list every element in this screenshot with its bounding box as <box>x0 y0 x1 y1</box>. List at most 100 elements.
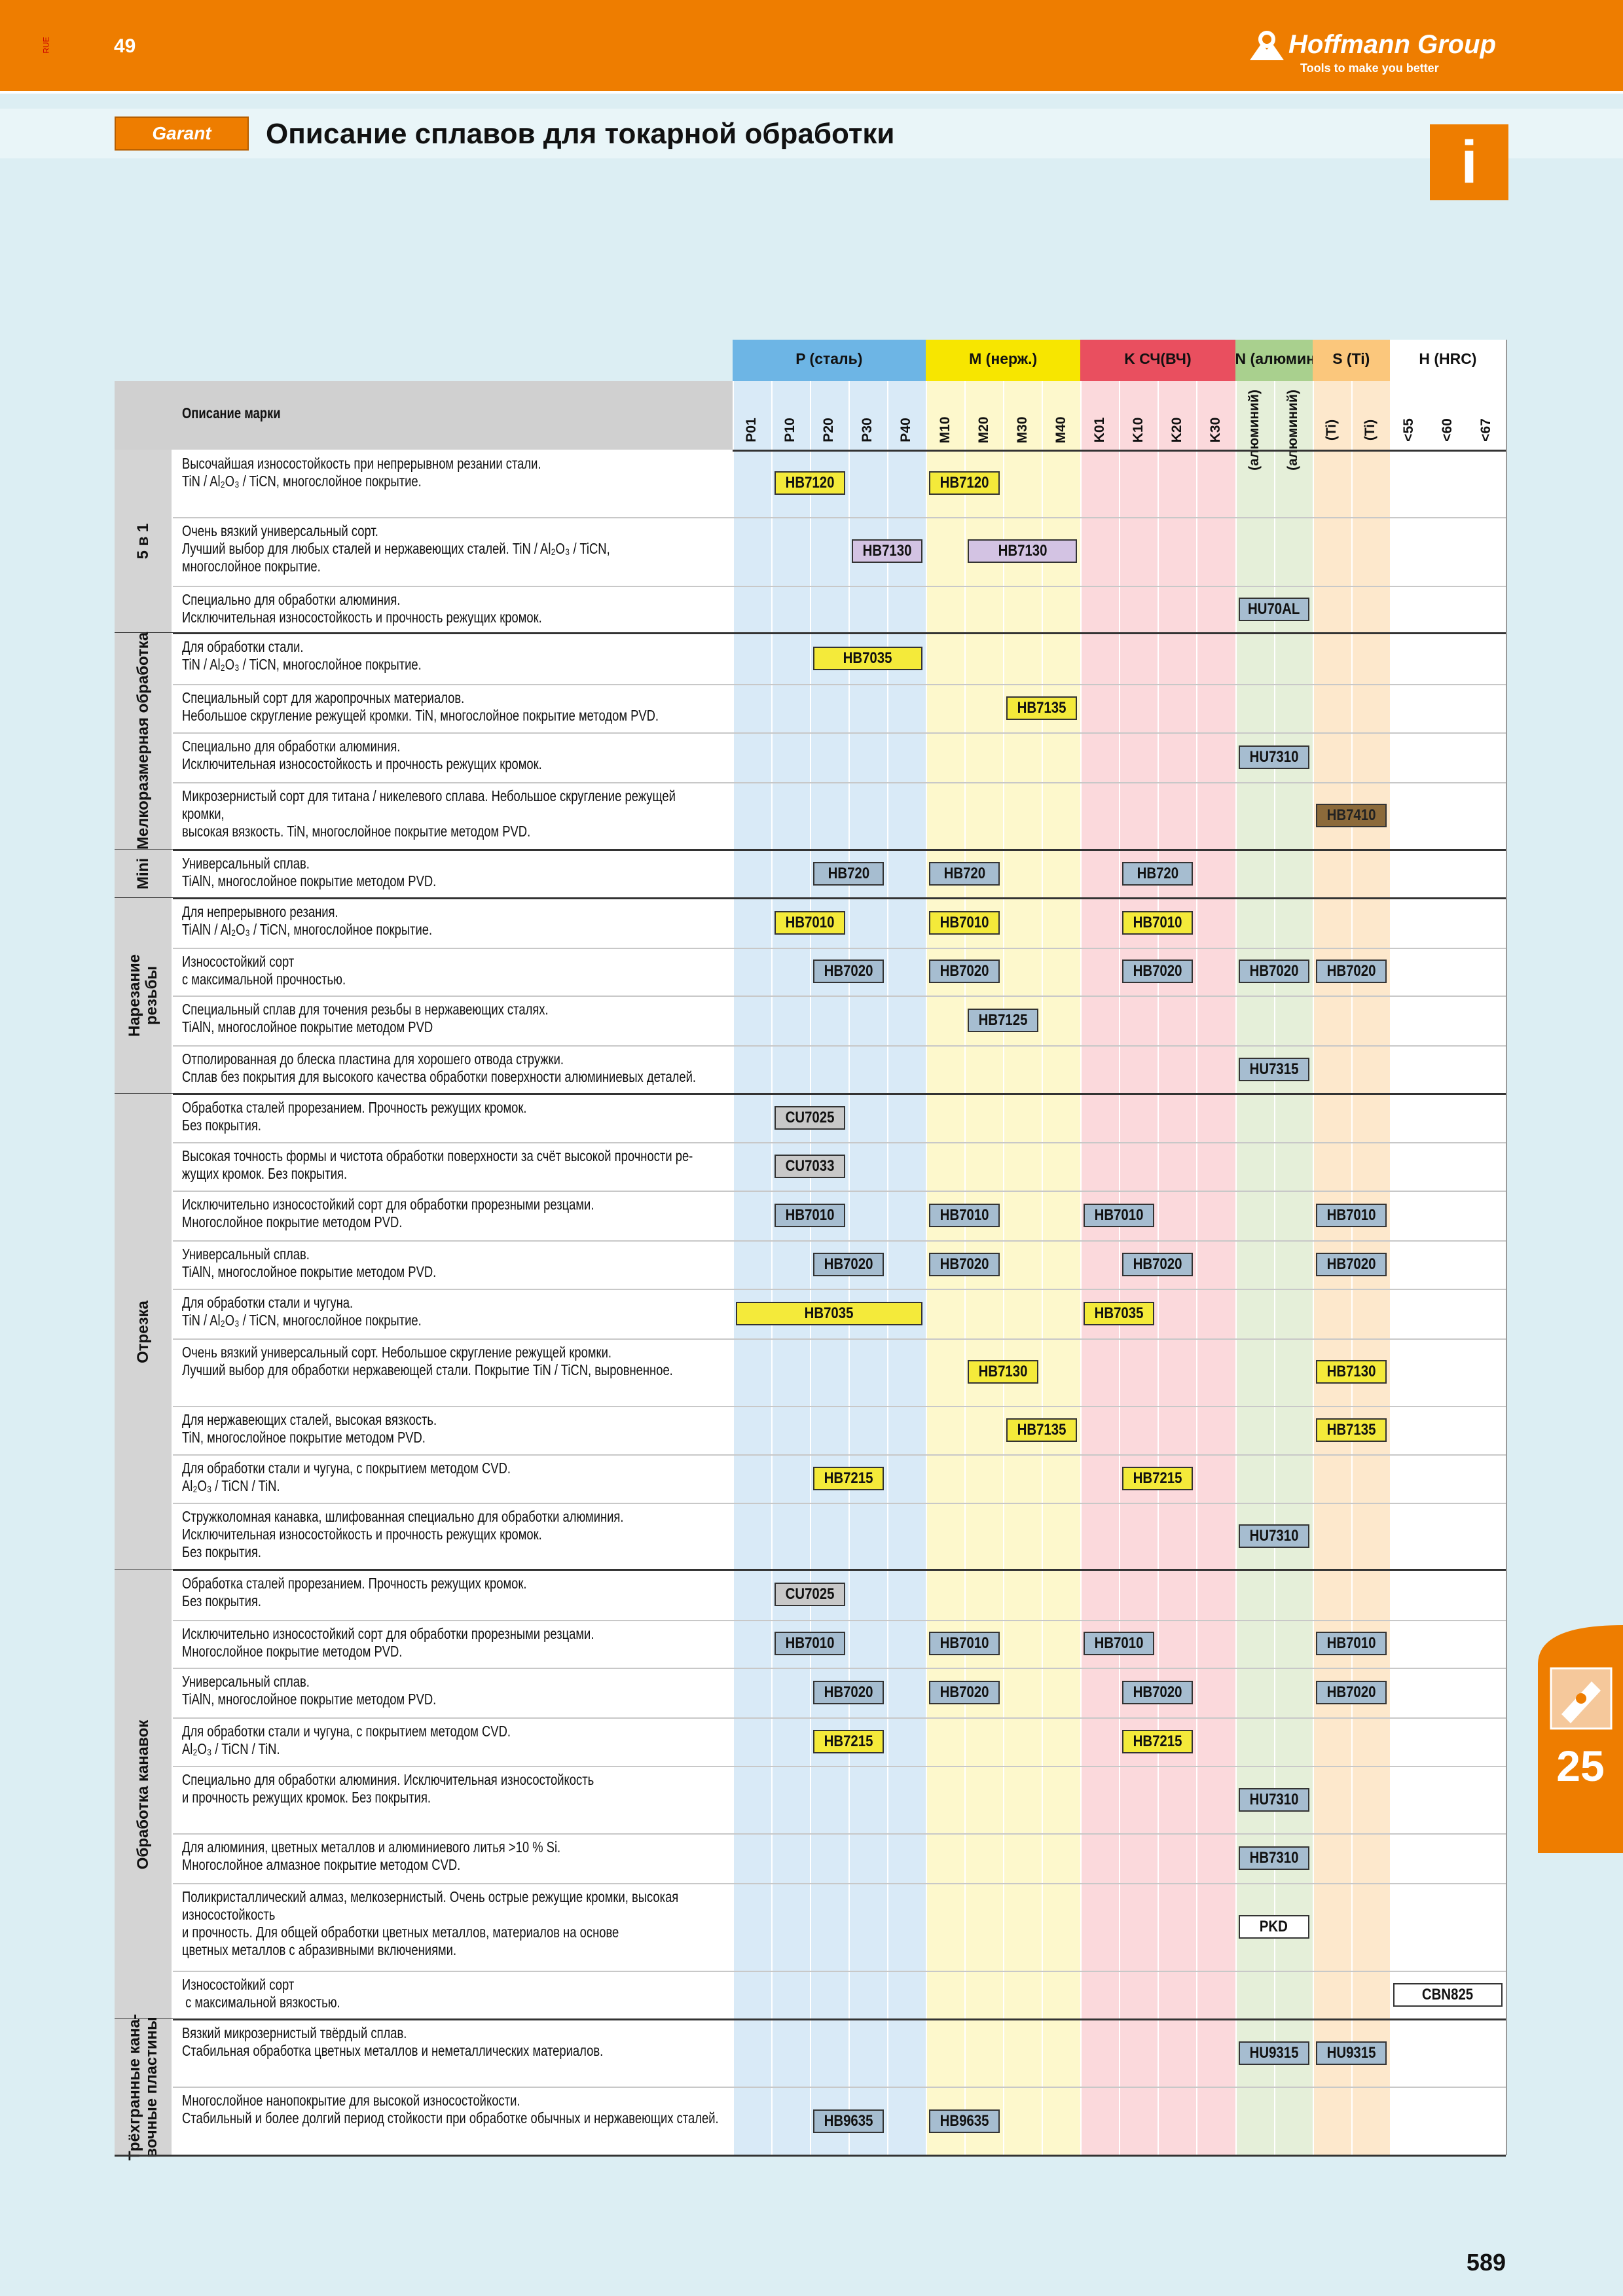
grade-badge: HB7020 <box>1315 1681 1387 1705</box>
grade-badge: HB7215 <box>1122 1730 1194 1754</box>
column-label: K20 <box>1169 417 1184 443</box>
grade-badge: HB7020 <box>812 1681 884 1705</box>
grade-badge: HU7310 <box>1238 1787 1309 1812</box>
column-label: <60 <box>1440 418 1455 442</box>
section-rule <box>114 632 1506 634</box>
grade-label: HB7130 <box>862 542 912 560</box>
row-divider <box>173 585 1506 587</box>
column-divider <box>1119 380 1121 2156</box>
grade-label: CU7025 <box>785 1109 835 1127</box>
column-group-head <box>1080 340 1235 381</box>
row-description: Износостойкий сорт с максимальной вязкос… <box>182 1976 340 2011</box>
grade-badge: HB7135 <box>1006 1418 1078 1442</box>
section-label: Mini <box>134 857 153 889</box>
grade-badge: HB720 <box>929 861 1000 886</box>
grade-label: HB7010 <box>1326 1634 1376 1653</box>
grade-label: HB9635 <box>824 2111 873 2130</box>
grade-label: HB720 <box>828 864 869 882</box>
row-divider <box>173 1045 1506 1047</box>
column-label: P40 <box>898 418 914 442</box>
column-label: K30 <box>1208 417 1223 443</box>
grade-label: HU9315 <box>1326 2043 1376 2062</box>
grade-label: HB7130 <box>978 1363 1028 1381</box>
grade-badge: CU7025 <box>774 1106 845 1130</box>
column-group-head <box>1235 340 1313 381</box>
row-divider <box>173 1668 1506 1670</box>
description-header: Описание марки <box>182 404 281 422</box>
column-label: (Ti) <box>1324 419 1340 440</box>
grade-label: HU7310 <box>1249 1790 1299 1808</box>
grade-badge: CU7025 <box>774 1583 845 1607</box>
grade-label: HB7035 <box>804 1304 854 1322</box>
grade-label: HB7010 <box>1133 913 1182 931</box>
column-label: P10 <box>782 418 798 442</box>
column-label: (алюминий) <box>1247 389 1262 471</box>
row-description: Универсальный сплав. TiAlN, многослойное… <box>182 854 437 889</box>
row-divider <box>173 996 1506 997</box>
row-description: Специально для обработки алюминия. Исклю… <box>182 590 542 626</box>
page-number: 589 <box>1466 2249 1506 2276</box>
grade-badge: HB7130 <box>851 539 922 564</box>
row-description: Для алюминия, цветных металлов и алюмини… <box>182 1839 561 1874</box>
grade-badge: HB7010 <box>1084 1204 1155 1227</box>
grade-label: HB7410 <box>1326 806 1376 825</box>
section-rule <box>114 1093 1506 1096</box>
section-rule <box>114 1569 1506 1571</box>
page-title: Описание сплавов для токарной обработки <box>266 118 895 150</box>
section-cell <box>114 2019 173 2156</box>
grade-badge: HB7010 <box>1315 1632 1387 1656</box>
column-group-body <box>1389 380 1506 2156</box>
grade-label: HB7020 <box>1133 1683 1182 1702</box>
row-description: Универсальный сплав. TiAlN, многослойное… <box>182 1673 437 1708</box>
row-description: Для нержавеющих сталей, высокая вязкость… <box>182 1410 437 1446</box>
grade-badge: CBN825 <box>1393 1983 1503 2007</box>
column-group-label: M (нерж.) <box>969 350 1038 368</box>
row-description: Для обработки стали. TiN / Al₂O₃ / TiCN,… <box>182 637 422 673</box>
row-divider <box>173 1454 1506 1456</box>
row-description: Очень вязкий универсальный сорт. Лучший … <box>182 522 610 575</box>
row-description: Обработка сталей прорезанием. Прочность … <box>182 1099 527 1134</box>
row-divider <box>173 1190 1506 1192</box>
grade-badge: HB7010 <box>929 910 1000 935</box>
section-label: Мелкоразмерная обработка <box>134 632 153 850</box>
row-description: Обработка сталей прорезанием. Прочность … <box>182 1575 527 1610</box>
grade-badge: HB7215 <box>812 1466 884 1490</box>
grade-label: HU70AL <box>1247 600 1300 618</box>
row-divider <box>173 1971 1506 1973</box>
grade-badge: HB7215 <box>812 1730 884 1754</box>
grade-label: HB7135 <box>1017 1420 1067 1439</box>
row-description: Высочайшая износостойкость при непрерывн… <box>182 454 541 490</box>
chapter-number: 25 <box>1556 1742 1605 1790</box>
grade-label: CBN825 <box>1422 1986 1474 2004</box>
grade-label: HB7310 <box>1249 1849 1299 1867</box>
grade-badge: HU9315 <box>1315 2041 1387 2065</box>
column-label: P01 <box>744 418 759 442</box>
grade-label: HB7010 <box>1326 1206 1376 1224</box>
grade-badge: HB7130 <box>968 1360 1039 1384</box>
grade-label: HB7020 <box>824 1683 873 1702</box>
grade-label: HB7010 <box>939 1206 989 1224</box>
grade-label: HB7125 <box>978 1011 1028 1030</box>
side-tab <box>1538 1625 1623 1853</box>
grade-badge: HB7020 <box>1122 1252 1194 1276</box>
column-divider <box>1389 380 1391 2156</box>
row-divider <box>173 1288 1506 1290</box>
grade-label: HB7215 <box>824 1469 873 1487</box>
column-divider <box>809 380 811 2156</box>
column-label: M10 <box>937 416 953 444</box>
grade-badge: HB7020 <box>929 1252 1000 1276</box>
grade-badge: HB7020 <box>1122 1681 1194 1705</box>
column-label: K01 <box>1091 417 1107 443</box>
grade-label: HB7130 <box>998 542 1048 560</box>
row-description: Для обработки стали и чугуна, с покрытие… <box>182 1723 511 1758</box>
row-description: Исключительно износостойкий сорт для обр… <box>182 1195 594 1230</box>
grade-label: HU7310 <box>1249 747 1299 766</box>
row-description: Для непрерывного резания. TiAlN / Al₂O₃ … <box>182 903 433 938</box>
grade-label: HB7020 <box>824 1255 873 1273</box>
grade-badge: HB7010 <box>774 1632 845 1656</box>
section-cell <box>114 632 173 850</box>
grade-badge: HB7020 <box>1122 960 1194 984</box>
grade-label: HB7215 <box>824 1732 873 1751</box>
row-divider <box>173 732 1506 734</box>
grade-badge: HB9635 <box>929 2109 1000 2133</box>
